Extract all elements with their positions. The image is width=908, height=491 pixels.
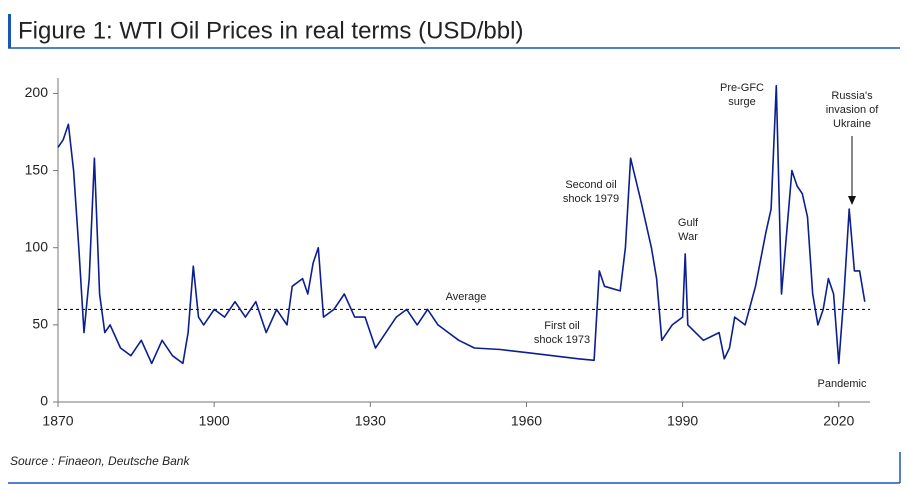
y-tick-label: 200 xyxy=(25,84,49,100)
chart-title: Figure 1: WTI Oil Prices in real terms (… xyxy=(18,17,523,44)
annotation: Pre-GFC xyxy=(720,82,764,94)
annotation: First oil xyxy=(544,320,579,332)
y-tick-label: 0 xyxy=(40,393,48,409)
annotation: Russia's xyxy=(831,90,873,102)
x-tick-label: 2020 xyxy=(823,413,854,429)
y-tick-label: 100 xyxy=(25,238,49,254)
annotation: invasion of xyxy=(826,104,880,116)
y-tick-label: 150 xyxy=(25,161,49,177)
annotation: surge xyxy=(728,96,756,108)
title-bar xyxy=(8,14,11,48)
annotation: Gulf xyxy=(678,217,699,229)
annotation: shock 1979 xyxy=(563,193,619,205)
annotation: War xyxy=(678,231,698,243)
annotation: Average xyxy=(446,291,487,303)
annotation-arrowhead xyxy=(848,196,856,205)
x-tick-label: 1870 xyxy=(42,413,73,429)
annotation: Second oil xyxy=(565,179,616,191)
x-tick-label: 1990 xyxy=(667,413,698,429)
price-line xyxy=(57,84,866,365)
source: Source : Finaeon, Deutsche Bank xyxy=(10,454,190,468)
x-tick-label: 1960 xyxy=(511,413,542,429)
annotation: Pandemic xyxy=(818,378,867,390)
annotation: Ukraine xyxy=(833,118,871,130)
annotation: shock 1973 xyxy=(534,334,590,346)
y-tick-label: 50 xyxy=(32,316,48,332)
x-tick-label: 1930 xyxy=(355,413,386,429)
x-tick-label: 1900 xyxy=(199,413,230,429)
